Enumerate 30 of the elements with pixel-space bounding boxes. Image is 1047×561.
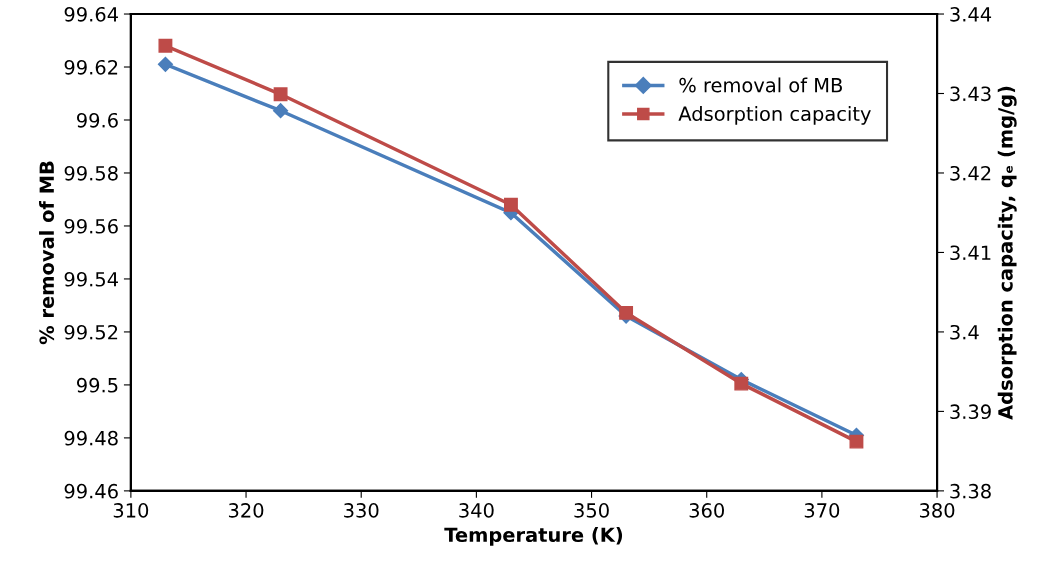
- y2-tick-label: 3.4: [950, 324, 979, 340]
- y-tick-label: 99.56: [64, 218, 118, 234]
- y-tick-label: 99.46: [64, 483, 118, 499]
- y-tick-label: 99.62: [64, 59, 118, 75]
- x-tick-label: 380: [919, 503, 955, 518]
- y-tick-label: 99.64: [64, 6, 118, 22]
- y-tick-label: 99.58: [64, 165, 118, 181]
- y-tick-label: 99.48: [64, 430, 118, 446]
- y-tick-label: 99.6: [77, 112, 118, 128]
- legend-label: Adsorption capacity: [678, 105, 871, 125]
- y2-tick-label: 3.43: [950, 86, 991, 102]
- y-tick-label: 99.5: [77, 377, 118, 393]
- y-tick-label: 99.54: [64, 271, 118, 287]
- x-tick-label: 340: [459, 503, 494, 518]
- x-tick-label: 310: [113, 503, 149, 518]
- x-tick-label: 320: [228, 503, 264, 518]
- x-tick-label: 360: [689, 503, 724, 518]
- y2-tick-label: 3.42: [950, 165, 991, 181]
- y-tick-label: 99.52: [64, 324, 118, 340]
- x-tick-label: 370: [804, 503, 840, 518]
- x-tick-label: 350: [574, 503, 609, 518]
- y2-axis-title: Adsorption capacity, qₑ (mg/g): [997, 86, 1017, 420]
- legend-label: % removal of MB: [679, 77, 842, 93]
- y2-tick-label: 3.38: [950, 483, 991, 499]
- x-tick-label: 330: [344, 503, 379, 518]
- y2-tick-label: 3.41: [950, 245, 991, 261]
- y2-tick-label: 3.39: [950, 404, 991, 420]
- x-axis-title: Temperature (K): [444, 527, 623, 546]
- y2-tick-label: 3.44: [950, 6, 992, 22]
- y-axis-title: % removal of MB: [39, 161, 55, 345]
